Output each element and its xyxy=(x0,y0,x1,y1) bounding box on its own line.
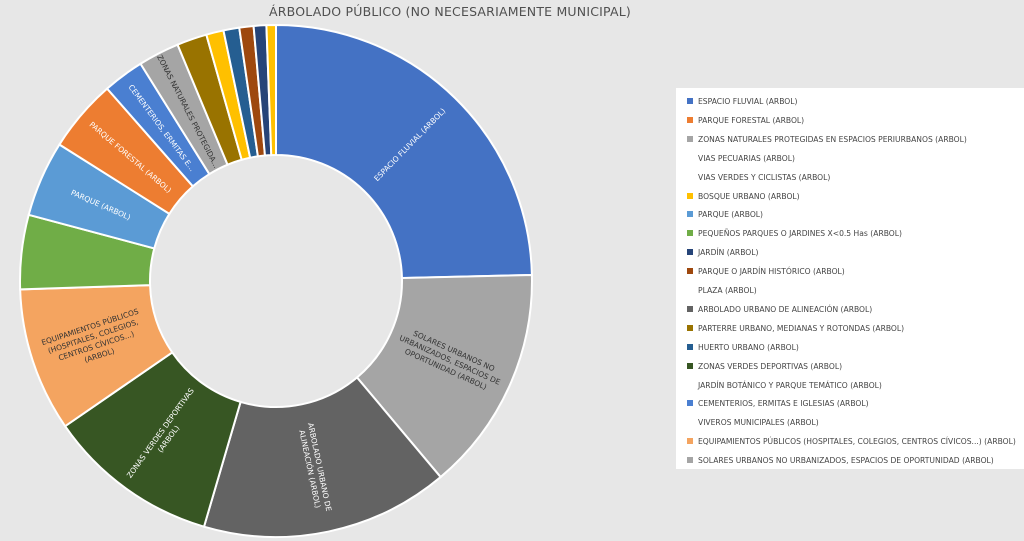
legend-label: PARTERRE URBANO, MEDIANAS Y ROTONDAS (AR… xyxy=(698,323,905,333)
legend-item: PARQUE O JARDÍN HISTÓRICO (ARBOL) xyxy=(687,262,845,281)
legend-swatch xyxy=(687,438,693,445)
legend-item: VIAS VERDES Y CICLISTAS (ARBOL) xyxy=(687,168,830,187)
legend-swatch xyxy=(687,192,693,199)
legend-swatch xyxy=(687,305,693,312)
legend-label: ARBOLADO URBANO DE ALINEACIÓN (ARBOL) xyxy=(698,304,873,314)
legend-item: EQUIPAMIENTOS PÚBLICOS (HOSPITALES, COLE… xyxy=(687,432,1016,451)
legend-item: ESPACIO FLUVIAL (ARBOL) xyxy=(687,92,797,111)
legend-swatch xyxy=(687,457,693,464)
legend-label: ZONAS VERDES DEPORTIVAS (ARBOL) xyxy=(698,361,843,371)
chart-title: ÁRBOLADO PÚBLICO (NO NECESARIAMENTE MUNI… xyxy=(269,4,631,19)
legend-item: BOSQUE URBANO (ARBOL) xyxy=(687,187,800,206)
legend-item: JARDÍN BOTÁNICO Y PARQUE TEMÁTICO (ARBOL… xyxy=(687,376,882,395)
donut-slice xyxy=(355,273,533,479)
legend-label: PARQUE O JARDÍN HISTÓRICO (ARBOL) xyxy=(698,267,845,277)
legend-label: PARQUE (ARBOL) xyxy=(698,210,763,220)
legend-label: PARQUE FORESTAL (ARBOL) xyxy=(698,115,805,125)
legend-item: VIVEROS MUNICIPALES (ARBOL) xyxy=(687,413,819,432)
legend-swatch xyxy=(687,135,693,142)
legend-label: CEMENTERIOS, ERMITAS E IGLESIAS (ARBOL) xyxy=(698,399,869,409)
legend-swatch xyxy=(687,324,693,331)
chart-legend: ESPACIO FLUVIAL (ARBOL) PARQUE FORESTAL (… xyxy=(676,88,1024,469)
legend-item: JARDÍN (ARBOL) xyxy=(687,243,758,262)
legend-swatch xyxy=(687,343,693,350)
legend-swatch xyxy=(687,155,693,161)
legend-item: VIAS PECUARIAS (ARBOL) xyxy=(687,149,795,168)
legend-swatch xyxy=(687,98,693,104)
legend-item: PARQUE (ARBOL) xyxy=(687,205,763,224)
legend-label: VIAS PECUARIAS (ARBOL) xyxy=(698,153,795,163)
legend-swatch xyxy=(687,362,693,369)
legend-label: ZONAS NATURALES PROTEGIDAS EN ESPACIOS P… xyxy=(698,134,967,144)
legend-item: ZONAS NATURALES PROTEGIDAS EN ESPACIOS P… xyxy=(687,130,967,149)
legend-swatch xyxy=(687,116,693,123)
legend-label: SOLARES URBANOS NO URBANIZADOS, ESPACIOS… xyxy=(698,456,994,466)
legend-label: HUERTO URBANO (ARBOL) xyxy=(698,342,799,352)
legend-item: PLAZA (ARBOL) xyxy=(687,281,757,300)
legend-item: PARQUE FORESTAL (ARBOL) xyxy=(687,111,804,130)
legend-label: PEQUEÑOS PARQUES O JARDINES X<0.5 Has (A… xyxy=(698,229,902,239)
legend-swatch xyxy=(687,174,693,180)
legend-item: CEMENTERIOS, ERMITAS E IGLESIAS (ARBOL) xyxy=(687,394,869,413)
legend-swatch xyxy=(687,400,693,407)
legend-swatch xyxy=(687,230,693,237)
legend-swatch xyxy=(687,268,693,275)
legend-label: EQUIPAMIENTOS PÚBLICOS (HOSPITALES, COLE… xyxy=(698,437,1016,447)
legend-swatch xyxy=(687,287,693,293)
donut-slice xyxy=(202,376,443,538)
legend-label: ESPACIO FLUVIAL (ARBOL) xyxy=(698,97,798,106)
legend-label: VIVEROS MUNICIPALES (ARBOL) xyxy=(698,418,819,428)
legend-item: PEQUEÑOS PARQUES O JARDINES X<0.5 Has (A… xyxy=(687,224,902,243)
donut-slice xyxy=(265,23,277,157)
legend-swatch xyxy=(687,211,693,218)
donut-slice xyxy=(275,23,533,280)
legend-swatch xyxy=(687,419,693,425)
legend-swatch xyxy=(687,382,693,388)
donut-chart: ESPACIO FLUVIAL (ARBOL)SOLARES URBANOS N… xyxy=(19,23,533,538)
legend-item: HUERTO URBANO (ARBOL) xyxy=(687,338,799,357)
legend-item: ARBOLADO URBANO DE ALINEACIÓN (ARBOL) xyxy=(687,300,872,319)
legend-item: ZONAS VERDES DEPORTIVAS (ARBOL) xyxy=(687,357,842,376)
legend-label: VIAS VERDES Y CICLISTAS (ARBOL) xyxy=(698,172,831,182)
legend-label: JARDÍN (ARBOL) xyxy=(698,248,759,258)
legend-label: BOSQUE URBANO (ARBOL) xyxy=(698,191,800,201)
legend-label: JARDÍN BOTÁNICO Y PARQUE TEMÁTICO (ARBOL… xyxy=(698,380,882,390)
legend-item: PARTERRE URBANO, MEDIANAS Y ROTONDAS (AR… xyxy=(687,319,904,338)
legend-label: PLAZA (ARBOL) xyxy=(698,286,757,295)
legend-item: SOLARES URBANOS NO URBANIZADOS, ESPACIOS… xyxy=(687,451,994,470)
legend-swatch xyxy=(687,249,693,256)
